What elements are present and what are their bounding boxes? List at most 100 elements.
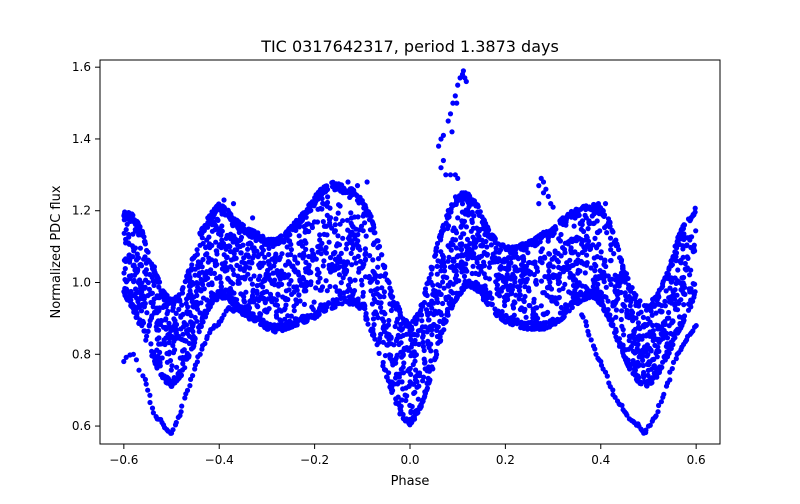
data-point — [344, 259, 351, 265]
data-point — [222, 260, 228, 266]
data-point — [316, 270, 322, 276]
eclipse-point — [678, 347, 684, 353]
data-point — [443, 296, 449, 303]
data-point — [458, 259, 465, 265]
data-point — [309, 199, 315, 205]
data-point — [660, 359, 666, 365]
data-point — [470, 253, 476, 259]
data-point — [348, 250, 354, 256]
data-point — [374, 279, 380, 285]
data-point — [223, 246, 229, 252]
data-point — [176, 333, 182, 339]
data-point — [565, 241, 571, 247]
flare-point — [230, 201, 237, 207]
data-point — [414, 410, 420, 416]
data-point — [277, 238, 283, 244]
data-point — [547, 323, 553, 329]
eclipse-point — [195, 354, 201, 360]
data-point — [267, 291, 274, 297]
y-tick-label: 1.0 — [72, 276, 91, 290]
data-point — [419, 318, 425, 324]
data-point — [239, 275, 245, 281]
data-point — [522, 306, 528, 312]
data-point — [336, 272, 343, 278]
eclipse-point — [177, 412, 183, 419]
data-point — [666, 265, 672, 271]
data-point — [531, 299, 537, 305]
data-point — [454, 290, 460, 296]
data-point — [474, 286, 480, 293]
data-point — [642, 344, 648, 350]
data-point — [251, 253, 257, 259]
data-point — [636, 301, 642, 307]
data-point — [579, 222, 585, 228]
data-point — [692, 289, 698, 295]
data-point — [600, 302, 606, 308]
data-point — [393, 396, 399, 402]
data-point — [408, 371, 414, 377]
data-point — [382, 311, 388, 317]
data-point — [534, 268, 541, 274]
data-point — [198, 300, 204, 306]
flare-point — [364, 179, 370, 185]
data-point — [610, 303, 616, 309]
x-tick-label: −0.4 — [205, 453, 234, 467]
data-point — [441, 285, 447, 291]
data-point — [288, 223, 295, 229]
data-point — [218, 284, 224, 290]
data-point — [663, 330, 670, 336]
data-point — [191, 304, 197, 310]
data-point — [616, 246, 622, 253]
data-point — [262, 254, 268, 260]
data-point — [429, 364, 435, 370]
data-point — [303, 246, 309, 252]
data-point — [186, 292, 192, 298]
data-point — [476, 234, 482, 240]
data-point — [146, 322, 153, 328]
data-point — [649, 303, 655, 309]
data-point — [139, 232, 145, 238]
data-point — [352, 236, 358, 242]
data-point — [315, 309, 322, 315]
data-point — [685, 307, 692, 313]
eclipse-point — [194, 359, 200, 365]
data-point — [630, 348, 637, 355]
eclipse-point — [190, 373, 196, 379]
data-point — [371, 296, 377, 302]
data-point — [122, 266, 128, 272]
data-point — [349, 223, 355, 229]
data-point — [613, 307, 620, 313]
data-point — [283, 295, 289, 301]
data-point — [575, 297, 581, 303]
eclipse-point — [200, 343, 206, 349]
data-point — [281, 272, 287, 278]
data-point — [327, 205, 333, 211]
data-point — [156, 335, 162, 341]
data-point — [603, 294, 609, 300]
data-point — [567, 257, 573, 263]
data-point — [510, 249, 516, 255]
data-point — [611, 251, 617, 257]
data-point — [498, 247, 504, 253]
data-point — [634, 345, 640, 352]
data-point — [398, 327, 404, 333]
data-point — [247, 276, 254, 282]
data-point — [405, 321, 411, 327]
data-point — [644, 361, 651, 367]
data-point — [337, 221, 343, 227]
data-point — [284, 244, 290, 250]
data-point — [530, 312, 536, 318]
eclipse-point — [588, 337, 594, 343]
data-point — [640, 362, 646, 369]
data-point — [556, 287, 562, 293]
data-point — [415, 396, 421, 402]
data-point — [205, 259, 211, 265]
data-point — [264, 289, 270, 295]
data-point — [213, 248, 219, 254]
data-point — [388, 334, 394, 340]
data-point — [487, 291, 493, 297]
data-point — [474, 259, 480, 266]
data-point — [324, 199, 331, 206]
data-point — [237, 243, 243, 250]
data-point — [592, 261, 598, 267]
